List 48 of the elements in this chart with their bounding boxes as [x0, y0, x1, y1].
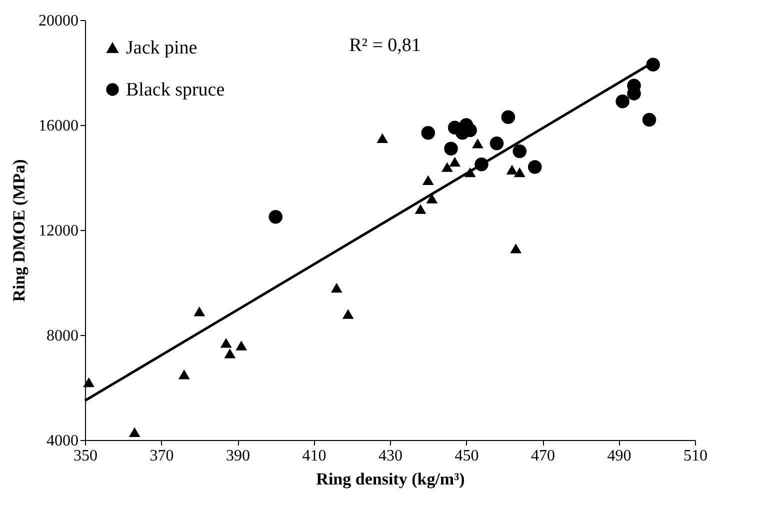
point [426, 194, 438, 204]
x-tick-label: 390 [226, 448, 250, 464]
point [236, 340, 248, 350]
point [514, 167, 526, 178]
point [83, 377, 95, 388]
annotation: R² = 0,81 [349, 35, 421, 56]
point [128, 427, 140, 438]
point [510, 243, 522, 254]
x-tick-label: 450 [454, 448, 479, 464]
y-axis-title: Ring DMOE (MPa) [10, 159, 28, 302]
point [506, 164, 518, 175]
point [376, 133, 388, 144]
point [441, 162, 453, 172]
x-tick-label: 510 [684, 448, 708, 464]
point [449, 156, 461, 167]
point [220, 338, 232, 348]
x-tick-label: 430 [378, 448, 402, 464]
point [512, 144, 527, 158]
point [528, 160, 542, 174]
point [194, 306, 206, 316]
point [224, 348, 236, 358]
point [342, 309, 354, 319]
point [616, 94, 630, 108]
point [642, 112, 656, 127]
point [268, 210, 283, 224]
point [646, 58, 660, 72]
y-tick-label: 16000 [38, 118, 78, 134]
point [178, 369, 190, 380]
point [472, 138, 484, 148]
x-tick-label: 370 [150, 448, 174, 464]
x-axis-title: Ring density (kg/m³) [316, 470, 465, 488]
x-tick-label: 350 [74, 448, 98, 464]
point [490, 136, 504, 150]
point [330, 282, 342, 293]
x-tick-label: 410 [302, 448, 326, 464]
legend-label: Jack pine [126, 38, 198, 58]
x-tick-label: 470 [531, 448, 555, 464]
point [444, 142, 458, 156]
y-tick-label: 12000 [38, 222, 78, 240]
point [422, 175, 434, 186]
y-tick-label: 4000 [46, 432, 78, 450]
point [421, 126, 436, 140]
y-tick-label: 20000 [38, 12, 78, 30]
point [414, 204, 426, 214]
legend-label: Black spruce [126, 80, 225, 100]
x-tick-label: 490 [607, 448, 632, 464]
point [501, 110, 516, 124]
y-tick-label: 8000 [46, 328, 78, 344]
